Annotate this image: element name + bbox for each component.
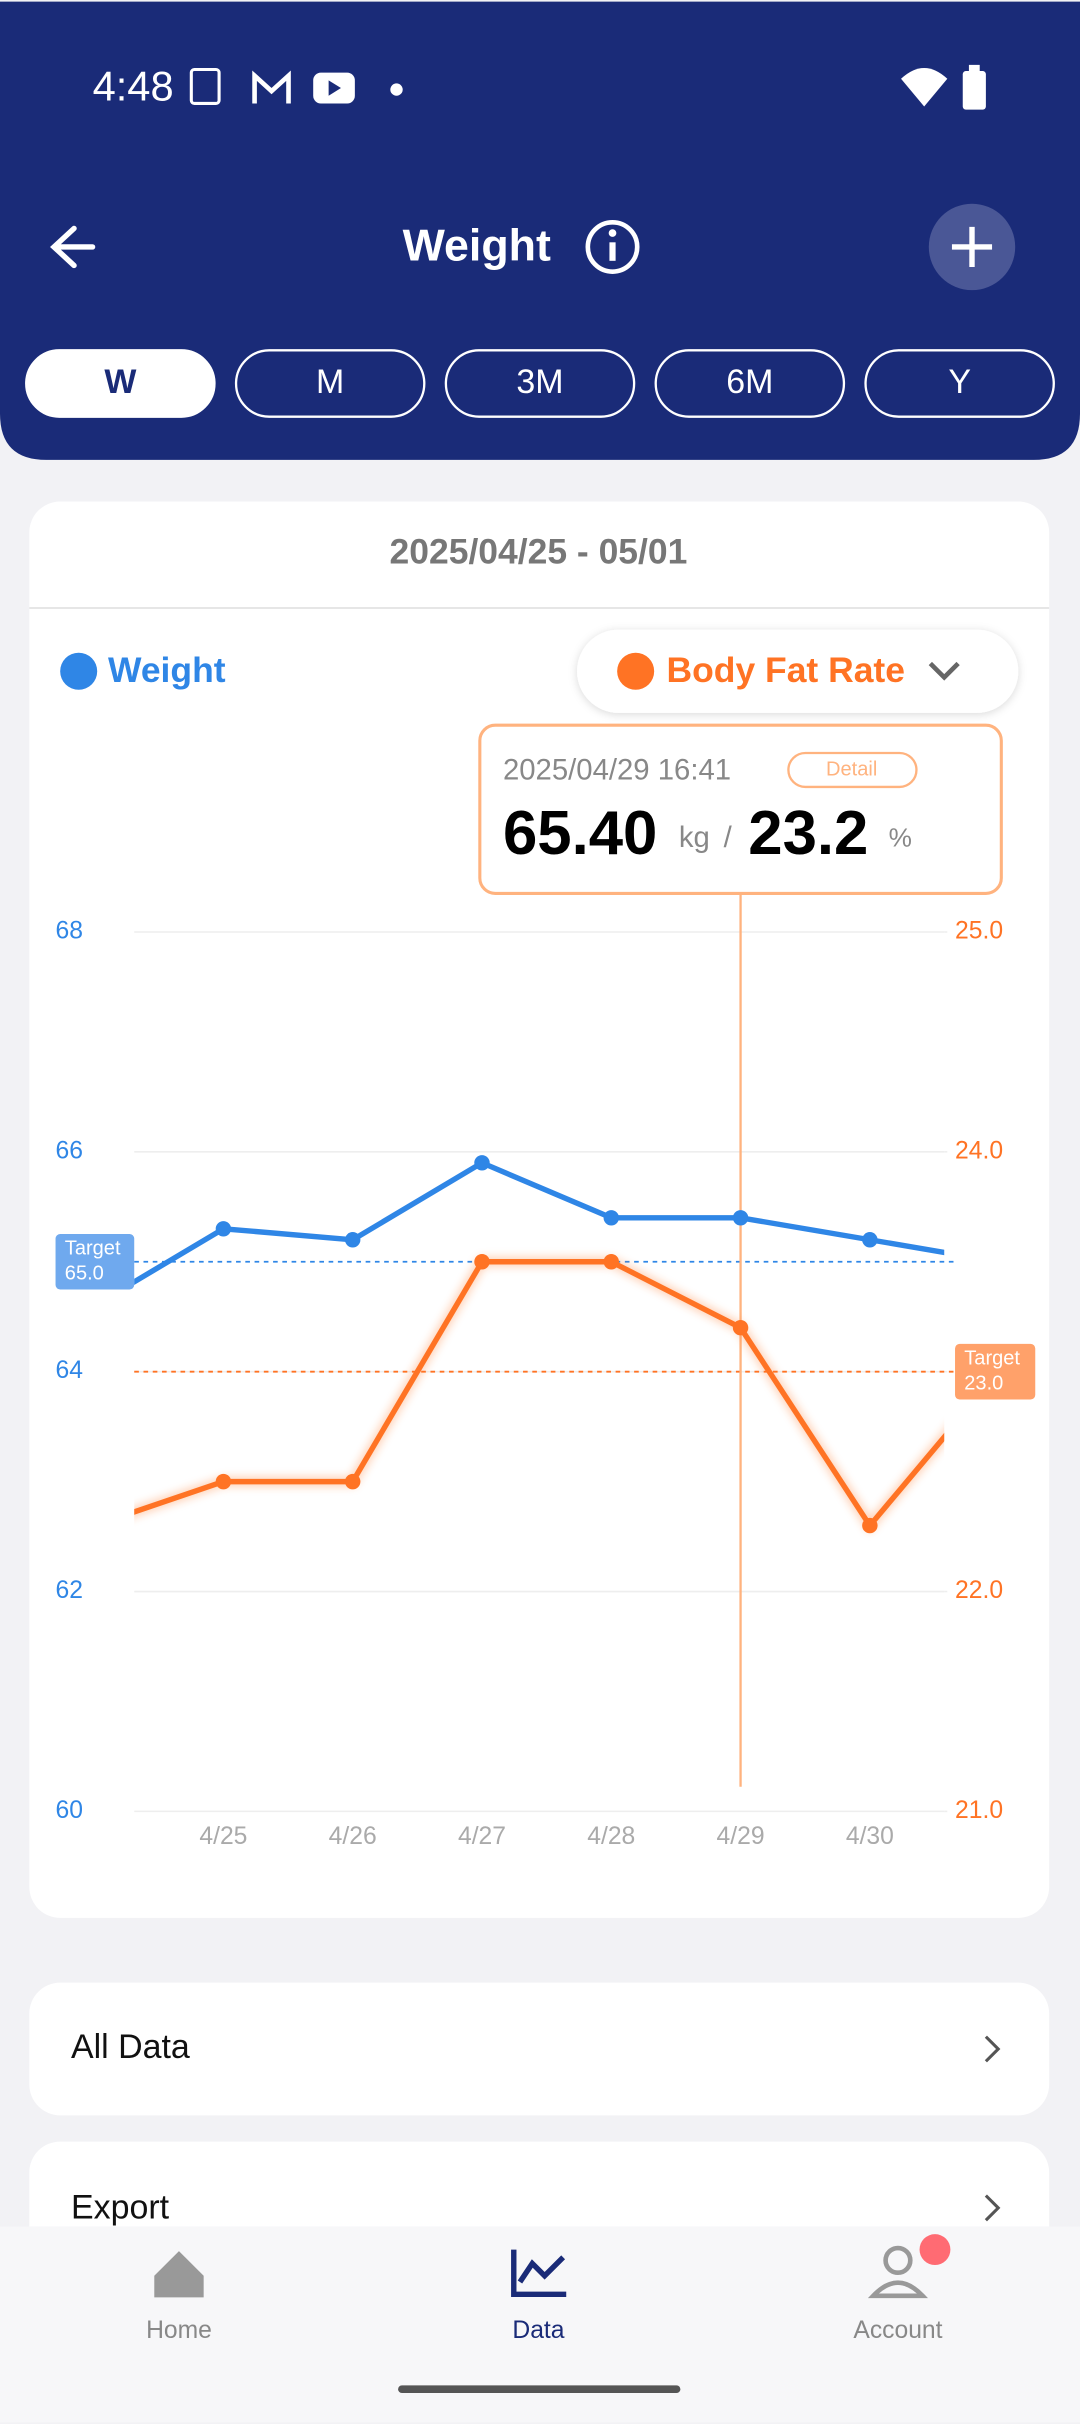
tab-label[interactable]: W [104,363,136,401]
x-tick-label: 4/29 [717,1823,765,1850]
point [344,1473,361,1490]
nav-label[interactable]: Data [512,2317,564,2344]
fat-dropdown[interactable] [577,629,1019,713]
series-line [134,1160,945,1285]
tab-label[interactable]: M [316,363,344,401]
info-icon[interactable] [585,219,640,274]
tab[interactable] [234,349,426,418]
nav-label[interactable]: Account [853,2317,942,2344]
home-icon[interactable] [154,2251,204,2298]
x-tick-label: 4/26 [329,1823,377,1850]
legend-weight: Weight [108,650,226,690]
point [344,1232,361,1248]
y2-tick-label: 25.0 [955,917,1003,944]
tab-label[interactable]: 3M [516,363,563,401]
status-icons [189,64,986,110]
header-title: Weight [403,220,551,270]
home-indicator [398,2385,681,2394]
target-badge [955,1343,1036,1400]
point [603,1254,619,1270]
point [862,1517,878,1534]
x-tick-label: 4/25 [199,1823,247,1850]
tab[interactable] [444,349,636,418]
x-tick-label: 4/27 [458,1823,506,1850]
list-label: All Data [71,2028,190,2066]
y2-tick-label: 24.0 [955,1137,1003,1164]
back-button[interactable] [50,225,96,269]
plot-area [134,1155,945,1534]
target-value: 65.0 [65,1262,104,1284]
tooltip-date: 2025/04/29 16:41 [503,753,731,786]
tooltip-sep: / [724,821,733,854]
status-time: 4:48 [93,63,174,110]
tooltip-fat: 23.2 [748,799,868,868]
chart-card [29,501,1050,1918]
legend-fat: Body Fat Rate [667,650,905,690]
target-value: 23.0 [964,1372,1003,1394]
point [474,1254,490,1270]
y-tick-label: 68 [56,917,83,944]
y-tick-label: 66 [56,1137,83,1164]
header-bg [0,1,1080,460]
tooltip-unit: kg [679,821,710,854]
chevron [984,2194,1001,2222]
y-tick-label: 64 [56,1357,83,1384]
target-badge [55,1233,135,1290]
data-icon[interactable] [511,2249,567,2298]
nav-label[interactable]: Home [146,2317,212,2344]
point [862,1232,878,1248]
point [603,1210,619,1226]
chevron [984,2035,1001,2063]
tab[interactable] [25,349,216,418]
chevron [928,661,960,681]
target-label: Target [65,1238,121,1260]
add-button[interactable] [928,203,1016,291]
legend-dot [60,652,98,690]
tab[interactable] [864,349,1055,418]
x-tick-label: 4/30 [846,1823,894,1850]
tab-label[interactable]: 6M [726,363,773,401]
target-label: Target [964,1348,1020,1370]
series-line [134,1259,945,1529]
point [732,1210,749,1226]
y-tick-label: 60 [56,1797,83,1824]
list-item[interactable] [29,1982,1050,2116]
tooltip-unit: % [889,822,912,852]
point [474,1155,490,1171]
y-tick-label: 62 [56,1577,83,1604]
detail-label[interactable]: Detail [826,758,877,780]
list-label: Export [71,2188,170,2226]
date-range: 2025/04/25 - 05/01 [390,531,688,571]
tooltip [478,723,1003,895]
tooltip-weight: 65.40 [503,799,657,868]
point [215,1221,232,1237]
x-tick-label: 4/28 [587,1823,635,1850]
y2-tick-label: 22.0 [955,1577,1003,1604]
account-icon[interactable] [867,2234,951,2299]
legend-dot [617,652,655,690]
detail-button[interactable] [787,751,918,789]
point [215,1473,232,1490]
point [732,1320,749,1336]
tab-label[interactable]: Y [948,363,971,401]
y2-tick-label: 21.0 [955,1797,1003,1824]
tab[interactable] [654,349,846,418]
